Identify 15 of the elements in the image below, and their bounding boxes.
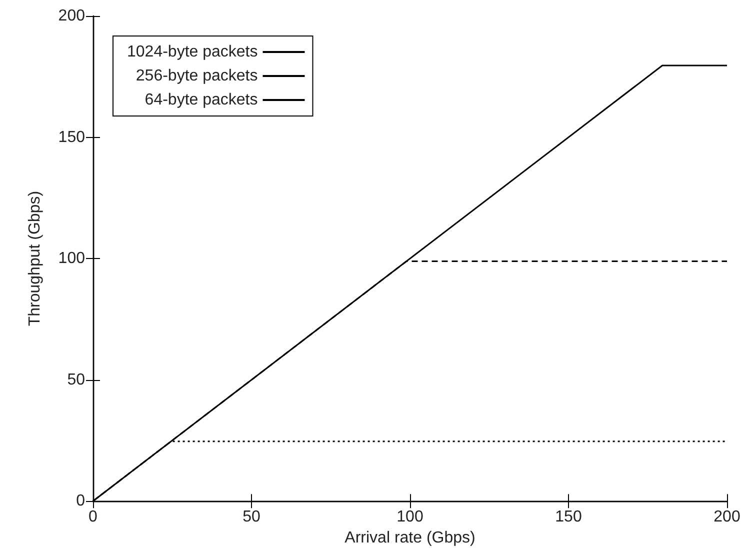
x-tick-label: 150 xyxy=(555,508,582,526)
legend-label: 256-byte packets xyxy=(136,68,258,84)
y-tick-label: 0 xyxy=(76,492,86,510)
y-axis-title: Throughput (Gbps) xyxy=(26,190,44,326)
x-tick-label: 200 xyxy=(714,508,740,526)
legend-label: 1024-byte packets xyxy=(127,44,258,60)
y-tick-label: 200 xyxy=(58,8,86,24)
x-axis-title: Arrival rate (Gbps) xyxy=(344,530,476,546)
x-tick-label: 100 xyxy=(396,508,424,526)
x-tick-label: 0 xyxy=(88,508,98,526)
y-tick-label: 100 xyxy=(58,250,86,268)
legend-label: 64-byte packets xyxy=(144,92,258,108)
y-tick-label: 150 xyxy=(58,128,86,146)
x-tick-label: 50 xyxy=(242,508,260,526)
y-tick-label: 50 xyxy=(67,371,86,388)
